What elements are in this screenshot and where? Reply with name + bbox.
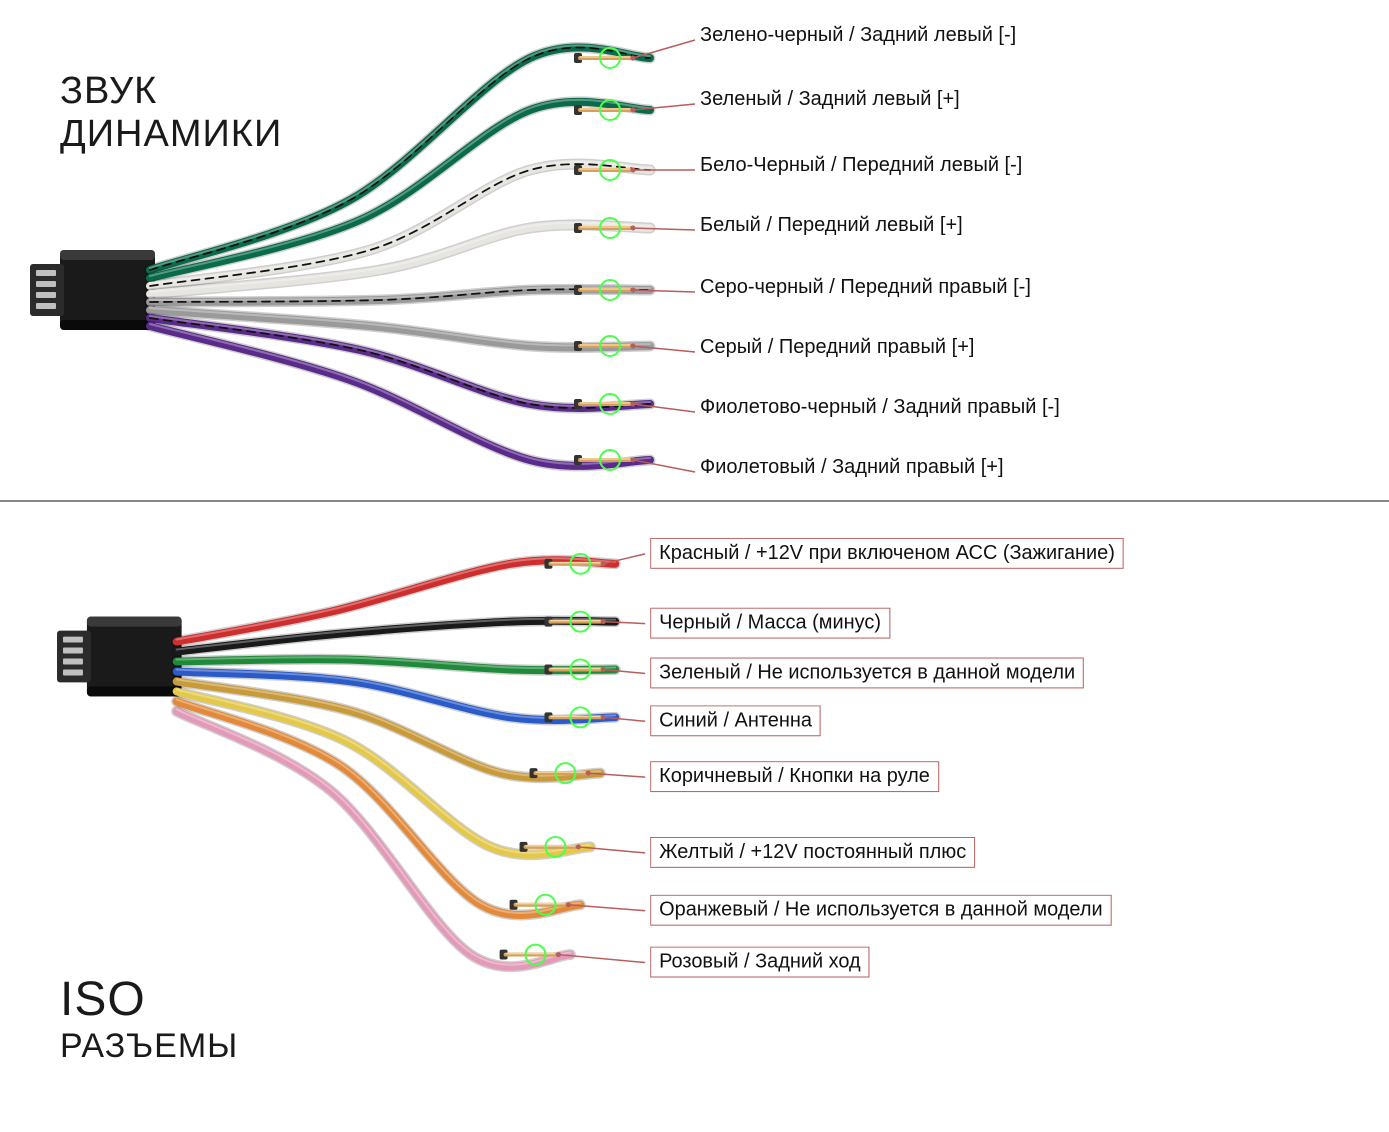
wire-label: Фиолетово-черный / Задний правый [-]: [700, 396, 1389, 419]
wire-label: Бело-Черный / Передний левый [-]: [700, 154, 1389, 177]
iso-title: ISO РАЗЪЕМЫ: [60, 972, 238, 1066]
wire-label: Серо-черный / Передний правый [-]: [700, 276, 1389, 299]
wire-label: Зеленый / Задний левый [+]: [700, 88, 1389, 111]
wire-label: Черный / Масса (минус): [650, 608, 890, 639]
speakers-section: ЗВУК ДИНАМИКИ Зелено-черный / Задний лев…: [0, 0, 1389, 500]
wire-label: Синий / Антенна: [650, 705, 821, 736]
title-line2: ДИНАМИКИ: [60, 113, 282, 156]
speakers-title: ЗВУК ДИНАМИКИ: [60, 70, 282, 156]
wire-label: Коричневый / Кнопки на руле: [650, 761, 939, 792]
wire-label: Зелено-черный / Задний левый [-]: [700, 24, 1389, 47]
wire-label: Белый / Передний левый [+]: [700, 214, 1389, 237]
iso-section: Красный / +12V при включеном АСС (Зажига…: [0, 500, 1389, 1132]
wire-label: Оранжевый / Не используется в данной мод…: [650, 895, 1111, 926]
wire-label: Розовый / Задний ход: [650, 947, 870, 978]
wire-label: Желтый / +12V постоянный плюс: [650, 837, 975, 868]
wire-label: Красный / +12V при включеном АСС (Зажига…: [650, 538, 1124, 569]
wire-label: Зеленый / Не используется в данной модел…: [650, 658, 1084, 689]
title-line1: ЗВУК: [60, 70, 282, 113]
wire-label: Серый / Передний правый [+]: [700, 336, 1389, 359]
title-line1: ISO: [60, 972, 238, 1027]
wire-label: Фиолетовый / Задний правый [+]: [700, 456, 1389, 479]
title-line2: РАЗЪЕМЫ: [60, 1027, 238, 1066]
